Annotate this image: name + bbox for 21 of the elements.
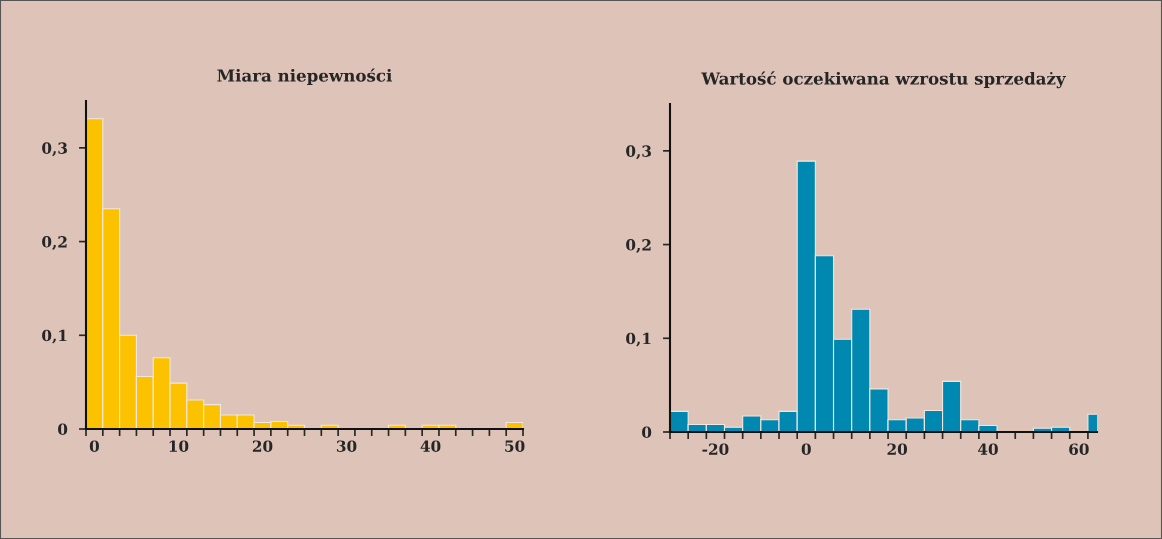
y-tick-label: 0,3	[626, 145, 651, 160]
chart-title: Wartość oczekiwana wzrostu sprzedaży	[701, 71, 1067, 89]
x-tick-label: 60	[1069, 443, 1089, 455]
chart-title: Miara niepewności	[217, 68, 392, 86]
x-tick-label: 0	[801, 443, 811, 455]
x-tick-label: 20	[887, 443, 908, 455]
x-tick-label: 0	[89, 440, 99, 452]
x-tick-label: 10	[169, 440, 189, 452]
x-tick-label: 30	[336, 440, 357, 452]
y-tick-label: 0,2	[626, 239, 651, 253]
x-tick-label: 40	[420, 440, 441, 452]
y-tick-label: 0,1	[626, 332, 651, 347]
x-tick-label: 40	[977, 443, 998, 455]
y-tick-label: 0,1	[42, 329, 67, 344]
y-tick-label: 0	[642, 426, 652, 439]
x-tick-label: 20	[252, 440, 273, 452]
y-tick-label: 0	[58, 423, 68, 436]
x-tick-label: -20	[702, 443, 729, 455]
y-tick-label: 0,2	[42, 236, 67, 250]
y-tick-label: 0,3	[42, 142, 67, 157]
x-tick-label: 50	[505, 440, 525, 452]
